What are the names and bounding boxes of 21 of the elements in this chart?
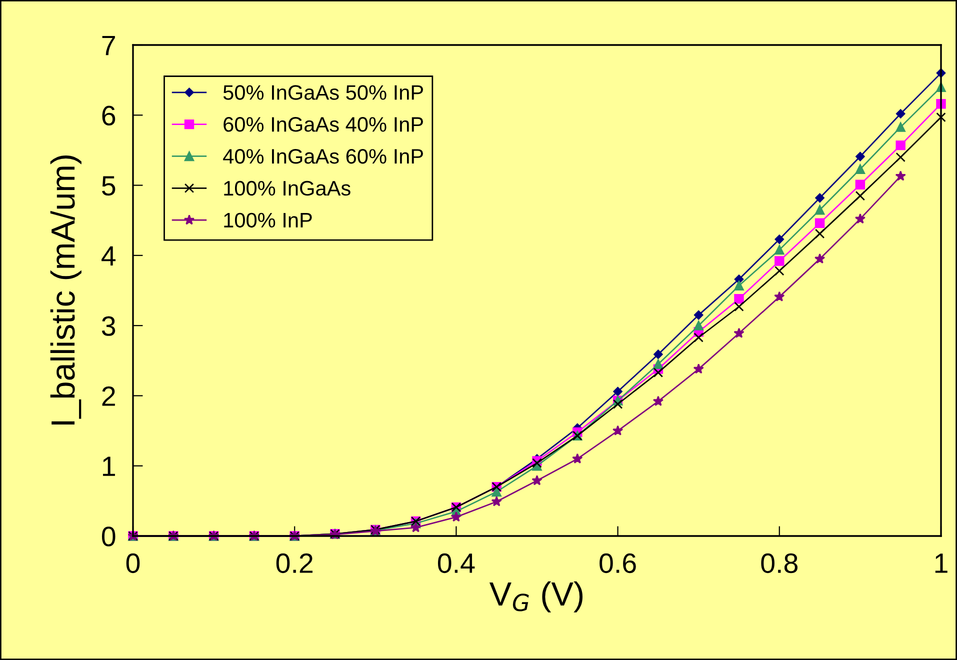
- y-tick-label: 2: [102, 386, 115, 406]
- x-tick-label: 0: [126, 553, 140, 574]
- x-tick-label: 0.4: [438, 553, 475, 574]
- legend-label: 40% InGaAs 60% InP: [223, 148, 423, 164]
- y-tick-label: 7: [102, 36, 115, 56]
- x-tick-label: 1: [935, 554, 948, 573]
- legend-label: 50% InGaAs 50% InP: [223, 85, 423, 100]
- y-tick-label: 3: [102, 316, 116, 336]
- y-tick-label: 1: [103, 456, 115, 476]
- x-tick-label: 0.6: [600, 553, 636, 574]
- legend-label: 100% InP: [224, 212, 312, 228]
- y-axis-title: I_ballistic (mA/um): [50, 156, 82, 424]
- y-tick-label: 5: [102, 176, 116, 196]
- x-tick-label: 0.2: [276, 553, 313, 574]
- x-axis-title: V$_{G}$ (V): [489, 581, 583, 612]
- y-tick-label: 4: [102, 246, 116, 266]
- y-tick-label: 0: [102, 526, 116, 546]
- legend-label: 100% InGaAs: [224, 180, 350, 196]
- x-tick-label: 0.8: [761, 553, 798, 574]
- y-tick-label: 6: [102, 106, 116, 126]
- legend-label: 60% InGaAs 40% InP: [224, 117, 423, 132]
